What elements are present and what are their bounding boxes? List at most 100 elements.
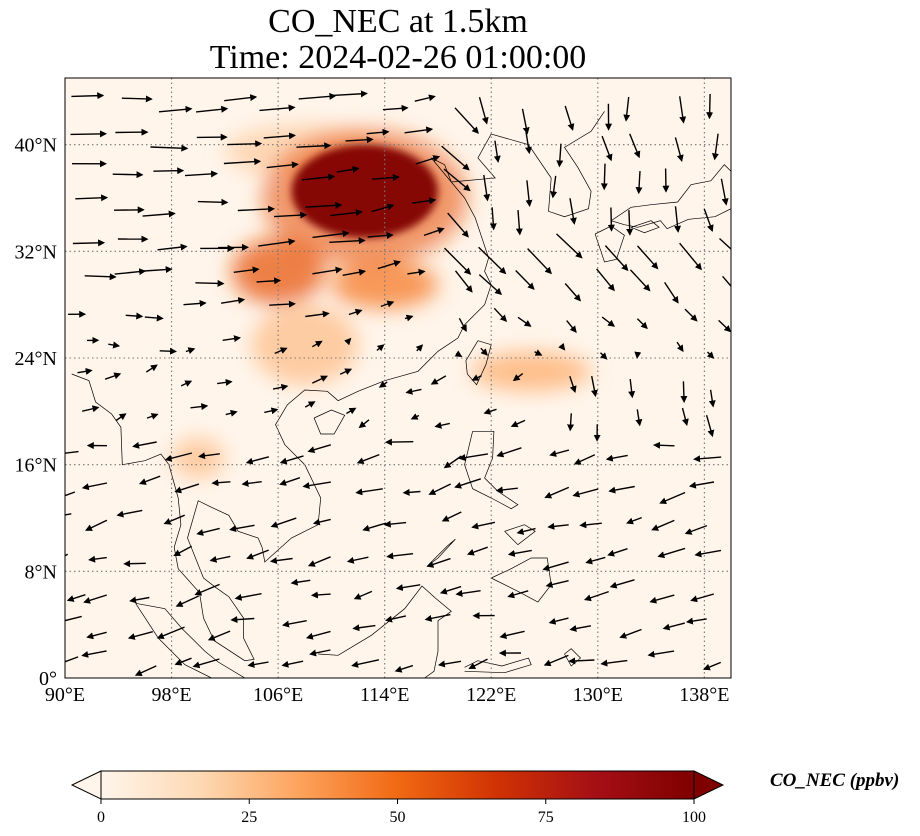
wind-arrow xyxy=(116,509,143,518)
map-time-subtitle: Time: 2024-02-26 01:00:00 xyxy=(209,39,587,76)
wind-arrow xyxy=(108,341,121,349)
wind-arrow xyxy=(185,347,196,354)
wind-arrow xyxy=(153,167,185,175)
wind-arrow xyxy=(405,387,422,395)
wind-arrow xyxy=(247,661,269,668)
wind-arrow xyxy=(718,319,731,333)
concentration-blob xyxy=(171,438,225,478)
wind-arrow xyxy=(428,483,452,495)
wind-arrow xyxy=(434,421,450,429)
coastline-segment xyxy=(464,657,532,674)
wind-arrow xyxy=(159,347,177,355)
wind-arrow xyxy=(274,211,308,219)
latitude-labels: 0° 8°N 16°N 24°N 32°N 40°N xyxy=(15,135,57,690)
wind-arrow xyxy=(628,379,636,399)
coastline-segment xyxy=(610,164,731,230)
wind-arrow xyxy=(296,142,332,150)
wind-arrow xyxy=(447,212,469,238)
wind-arrow xyxy=(330,209,363,217)
wind-arrow xyxy=(65,656,79,666)
wind-arrow xyxy=(415,344,424,352)
wind-arrow xyxy=(82,405,100,413)
wind-arrow xyxy=(230,616,255,624)
wind-arrow xyxy=(550,175,558,199)
colorbar-label: CO_NEC (ppbv) xyxy=(770,770,900,791)
wind-arrow xyxy=(568,657,595,665)
wind-arrow xyxy=(635,409,643,427)
wind-arrow xyxy=(380,300,395,308)
wind-arrow xyxy=(72,239,106,247)
wind-arrow xyxy=(386,552,414,560)
wind-arrow xyxy=(558,342,566,351)
wind-arrow xyxy=(647,650,675,658)
wind-arrow xyxy=(547,522,569,530)
wind-arrow xyxy=(430,375,447,385)
coastline-segment xyxy=(548,111,605,218)
wind-arrow xyxy=(269,557,293,565)
coastline-segment xyxy=(313,409,346,435)
wind-arrow xyxy=(366,128,390,136)
longitude-tick-label: 106°E xyxy=(253,684,303,706)
wind-arrow xyxy=(329,237,366,245)
wind-arrow xyxy=(516,527,536,535)
wind-arrow xyxy=(680,381,688,403)
wind-arrow xyxy=(279,477,301,486)
wind-arrow xyxy=(483,408,497,415)
wind-arrow xyxy=(146,413,159,420)
wind-arrow xyxy=(134,665,157,676)
wind-arrow xyxy=(245,456,270,465)
wind-arrow xyxy=(478,246,507,275)
wind-arrow xyxy=(192,658,220,669)
wind-arrow xyxy=(175,595,199,607)
wind-arrow xyxy=(719,237,731,251)
colorbar-tick-label: 0 xyxy=(97,809,105,826)
longitude-tick-label: 114°E xyxy=(360,684,409,706)
wind-arrow xyxy=(657,547,686,559)
wind-arrow xyxy=(174,483,200,494)
longitude-tick-label: 122°E xyxy=(466,684,516,706)
coastline-segment xyxy=(135,602,246,678)
wind-arrow xyxy=(312,375,328,384)
wind-arrow xyxy=(77,367,93,375)
latitude-tick-label: 8°N xyxy=(25,561,57,583)
wind-arrow xyxy=(233,266,260,274)
wind-arrow xyxy=(659,491,686,505)
colorbar-tick-label: 25 xyxy=(241,809,257,826)
wind-arrow xyxy=(601,135,613,162)
colorbar-tick-label: 100 xyxy=(682,809,706,826)
map-title: CO_NEC at 1.5km xyxy=(268,3,528,40)
wind-arrow xyxy=(649,594,675,604)
wind-arrow xyxy=(298,92,337,100)
wind-arrow xyxy=(112,171,144,179)
wind-arrow xyxy=(274,347,288,355)
wind-arrow xyxy=(489,207,497,231)
wind-arrow xyxy=(579,521,602,529)
wind-arrow xyxy=(499,630,525,639)
wind-arrow xyxy=(544,486,570,499)
wind-arrow xyxy=(209,555,231,563)
wind-arrow xyxy=(424,613,451,622)
wind-arrow xyxy=(246,549,269,560)
wind-arrow xyxy=(690,593,714,603)
colorbar: 0 25 50 75 100 xyxy=(70,770,725,826)
wind-arrow xyxy=(636,318,648,330)
wind-arrow xyxy=(351,659,380,668)
wind-arrow xyxy=(596,268,615,292)
wind-arrow xyxy=(458,453,489,461)
coastline-segment xyxy=(464,430,519,510)
wind-arrow xyxy=(412,197,437,205)
wind-arrow xyxy=(129,596,150,604)
wind-arrow xyxy=(282,620,307,628)
wind-vectors xyxy=(65,90,731,676)
wind-arrow xyxy=(394,664,414,673)
concentration-blob xyxy=(471,351,592,392)
wind-arrow xyxy=(585,556,606,565)
wind-arrow xyxy=(307,556,331,567)
wind-arrow xyxy=(183,299,207,307)
wind-arrow xyxy=(454,350,463,358)
wind-arrow xyxy=(534,349,543,356)
wind-arrow xyxy=(125,312,144,320)
wind-arrow xyxy=(694,549,722,558)
wind-arrow xyxy=(569,198,577,225)
wind-arrow xyxy=(703,208,714,233)
